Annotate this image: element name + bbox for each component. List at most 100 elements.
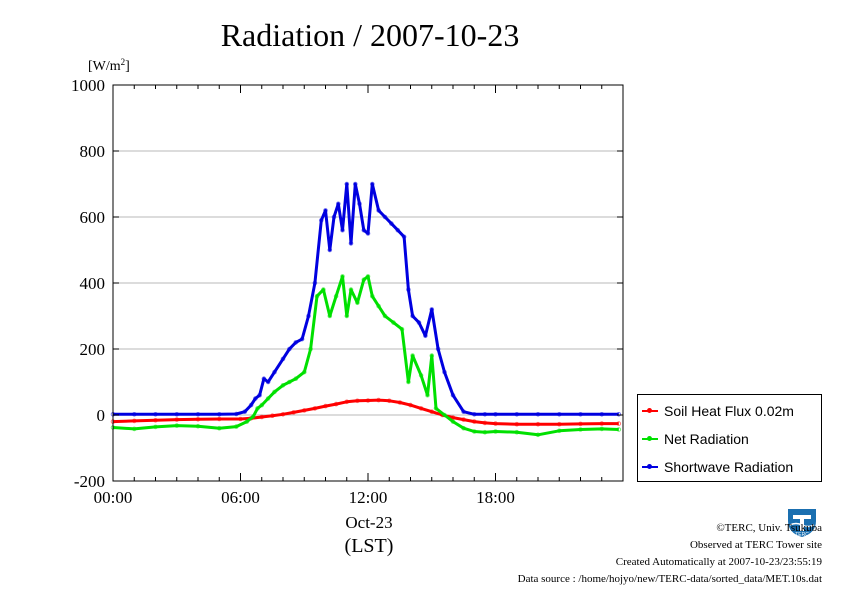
- data-point: [312, 406, 318, 411]
- data-point: [248, 402, 254, 408]
- data-point: [333, 293, 339, 299]
- legend-swatch-net-radiation: [642, 434, 658, 444]
- data-point: [557, 412, 562, 417]
- data-point: [174, 423, 180, 428]
- data-point: [493, 412, 498, 417]
- data-point: [327, 313, 333, 319]
- y-axis-label-sup: 2: [121, 57, 126, 67]
- data-point: [557, 421, 562, 427]
- legend-label-soil-heat-flux: Soil Heat Flux 0.02m: [664, 403, 794, 419]
- data-point: [353, 181, 358, 187]
- legend-label-shortwave-radiation: Shortwave Radiation: [664, 459, 794, 475]
- data-point: [376, 397, 381, 403]
- y-tick-label: -200: [74, 472, 105, 491]
- data-point: [442, 412, 447, 418]
- data-point: [336, 201, 341, 207]
- data-point: [253, 396, 258, 401]
- series-1: [110, 274, 622, 438]
- data-point: [348, 287, 354, 292]
- data-point: [270, 413, 275, 419]
- data-point: [578, 412, 583, 417]
- data-point: [306, 313, 311, 319]
- x-tick-label: 18:00: [476, 488, 515, 507]
- data-point: [242, 409, 248, 415]
- data-point: [472, 419, 477, 424]
- series-layer: [110, 181, 622, 438]
- data-point: [257, 392, 262, 398]
- footer-created: Created Automatically at 2007-10-23/23:5…: [615, 556, 822, 568]
- data-point: [370, 293, 375, 299]
- data-point: [406, 287, 411, 292]
- data-point: [370, 181, 375, 187]
- data-point: [174, 412, 180, 417]
- footer-site: Observed at TERC Tower site: [689, 539, 822, 551]
- data-point: [174, 417, 180, 422]
- data-point: [418, 373, 424, 378]
- data-point: [321, 287, 326, 292]
- series-line: [113, 182, 619, 416]
- legend-item-shortwave-radiation: Shortwave Radiation: [642, 457, 793, 477]
- data-point: [195, 423, 201, 429]
- data-point: [340, 227, 345, 233]
- data-point: [153, 418, 158, 423]
- y-axis-label-main: [W/m: [88, 59, 121, 74]
- data-point: [280, 412, 286, 417]
- data-point: [323, 208, 328, 213]
- data-point: [195, 417, 201, 422]
- data-point: [287, 379, 292, 385]
- data-point: [344, 399, 350, 405]
- data-point: [261, 376, 267, 382]
- data-point: [461, 409, 466, 415]
- data-point: [387, 398, 392, 404]
- data-point: [472, 412, 477, 417]
- series-line: [112, 398, 619, 426]
- data-point: [244, 419, 250, 424]
- x-ticks: 00:00 06:00 12:00 18:00: [94, 85, 624, 507]
- data-point: [599, 426, 605, 432]
- footer-copyright: ©TERC, Univ. Tsukuba: [716, 522, 822, 534]
- data-point: [234, 424, 239, 429]
- data-point: [616, 421, 622, 426]
- data-point: [535, 412, 541, 417]
- data-point: [280, 356, 286, 362]
- data-point: [429, 409, 435, 415]
- y-axis-label: [W/m2]: [88, 57, 130, 74]
- legend: Soil Heat Flux 0.02m Net Radiation Short…: [637, 394, 822, 482]
- data-point: [429, 353, 435, 358]
- data-point: [333, 401, 339, 407]
- legend-item-net-radiation: Net Radiation: [642, 429, 749, 449]
- data-point: [238, 416, 243, 422]
- data-point: [416, 320, 422, 325]
- data-point: [461, 417, 466, 422]
- legend-item-soil-heat-flux: Soil Heat Flux 0.02m: [642, 401, 794, 421]
- data-point: [391, 320, 396, 325]
- data-point: [234, 411, 239, 417]
- data-point: [361, 227, 367, 233]
- data-point: [557, 428, 562, 434]
- data-point: [259, 414, 265, 420]
- data-point: [195, 412, 201, 417]
- data-point: [217, 416, 222, 422]
- series-0: [110, 397, 622, 427]
- data-point: [348, 241, 354, 246]
- data-point: [287, 346, 292, 352]
- legend-label-net-radiation: Net Radiation: [664, 431, 749, 447]
- data-point: [493, 421, 498, 426]
- data-point: [382, 214, 388, 220]
- series-2: [110, 181, 622, 417]
- data-point: [442, 369, 447, 375]
- data-point: [514, 421, 520, 427]
- data-point: [365, 231, 371, 236]
- logo-text: TERC: [795, 532, 809, 538]
- data-point: [418, 406, 424, 411]
- data-point: [578, 427, 583, 432]
- data-point: [355, 398, 360, 404]
- data-point: [425, 392, 430, 398]
- data-point: [408, 402, 413, 408]
- x-tick-label: 12:00: [349, 488, 388, 507]
- data-point: [461, 425, 466, 431]
- data-point: [514, 429, 520, 435]
- data-point: [319, 218, 324, 223]
- terc-logo-icon: TERC: [784, 503, 820, 539]
- data-point: [578, 421, 583, 427]
